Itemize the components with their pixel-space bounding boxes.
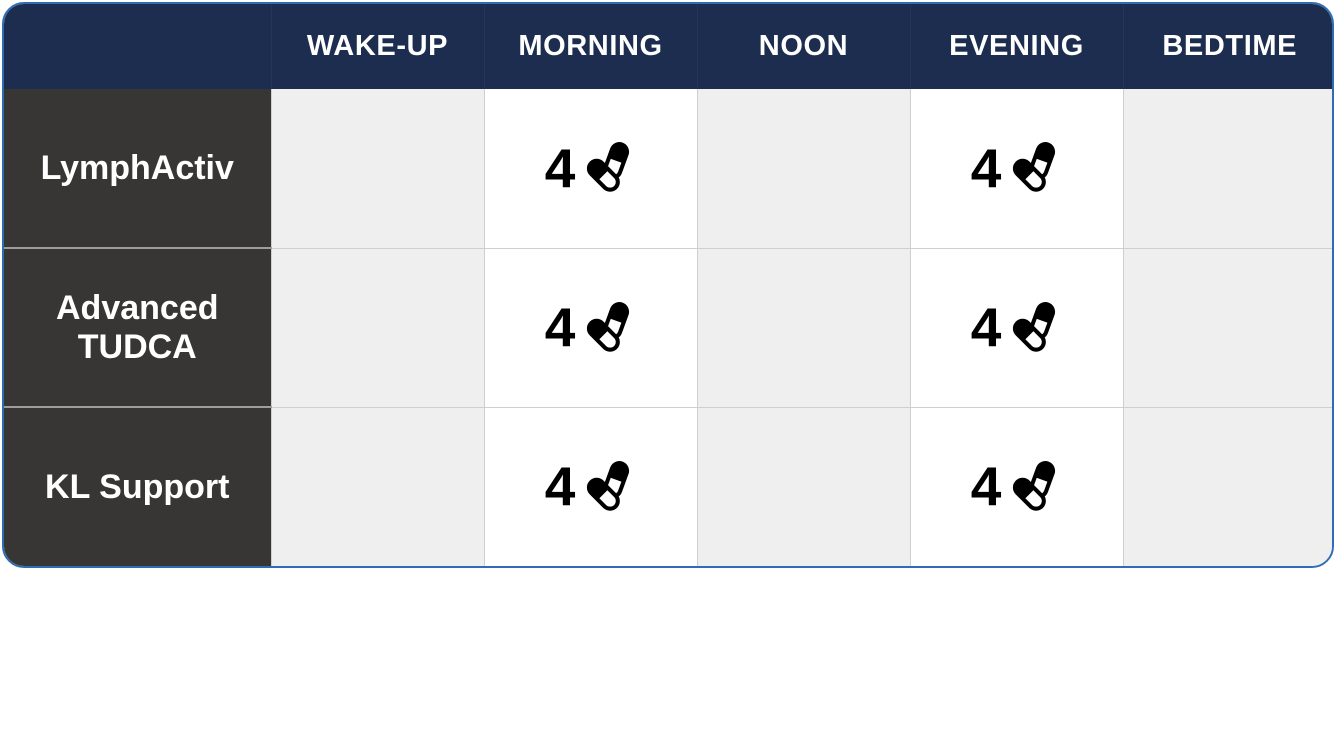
pills-icon bbox=[578, 458, 636, 516]
dose-cell-bedtime[interactable] bbox=[1122, 406, 1332, 566]
table-body: LymphActiv 4 4 Advanced TUDCA 4 4 KL Support 4 4 bbox=[4, 89, 1332, 566]
dose-cell-morning[interactable]: 4 bbox=[483, 89, 697, 248]
dose-cell-evening[interactable]: 4 bbox=[909, 247, 1123, 407]
column-header-morning[interactable]: MORNING bbox=[483, 4, 697, 89]
dose-count: 4 bbox=[970, 136, 1002, 199]
pills-icon bbox=[1013, 301, 1056, 352]
dose-cell-noon[interactable] bbox=[696, 406, 910, 566]
column-header-bedtime[interactable]: BEDTIME bbox=[1122, 4, 1332, 89]
dose-cell-bedtime[interactable] bbox=[1122, 247, 1332, 407]
column-header-evening[interactable]: EVENING bbox=[909, 4, 1123, 89]
supplement-schedule: WAKE-UP MORNING NOON EVENING BEDTIME LymphAc… bbox=[2, 2, 1334, 568]
schedule-table: WAKE-UP MORNING NOON EVENING BEDTIME LymphAc… bbox=[4, 4, 1332, 566]
dose-entry: 4 bbox=[971, 299, 1063, 357]
pills-icon bbox=[578, 299, 636, 357]
dose-entry: 4 bbox=[971, 458, 1063, 516]
pills-icon bbox=[587, 142, 630, 192]
dose-count: 4 bbox=[970, 455, 1002, 518]
table-row: Advanced TUDCA 4 4 bbox=[4, 247, 1332, 407]
dose-entry: 4 bbox=[545, 299, 637, 357]
dose-count: 4 bbox=[544, 136, 576, 199]
dose-cell-wakeup[interactable] bbox=[270, 406, 484, 566]
pills-icon bbox=[1004, 139, 1062, 197]
pills-icon bbox=[587, 460, 630, 511]
pills-icon bbox=[1013, 460, 1056, 511]
supplement-name: Advanced TUDCA bbox=[4, 247, 271, 407]
table-header: WAKE-UP MORNING NOON EVENING BEDTIME bbox=[4, 4, 1332, 89]
dose-count: 4 bbox=[544, 296, 576, 358]
dose-count: 4 bbox=[970, 296, 1002, 358]
dose-cell-noon[interactable] bbox=[696, 247, 910, 407]
supplement-name: KL Support bbox=[4, 406, 271, 566]
dose-entry: 4 bbox=[545, 139, 637, 197]
pills-icon bbox=[1004, 299, 1062, 357]
dose-entry: 4 bbox=[545, 458, 637, 516]
pills-icon bbox=[1004, 458, 1062, 516]
dose-count: 4 bbox=[544, 455, 576, 518]
dose-cell-noon[interactable] bbox=[696, 89, 910, 248]
dose-cell-morning[interactable]: 4 bbox=[483, 247, 697, 407]
dose-cell-bedtime[interactable] bbox=[1122, 89, 1332, 248]
dose-entry: 4 bbox=[971, 139, 1063, 197]
pills-icon bbox=[1013, 142, 1056, 192]
supplement-name: LymphActiv bbox=[4, 89, 271, 248]
dose-cell-wakeup[interactable] bbox=[270, 89, 484, 248]
table-row: KL Support 4 4 bbox=[4, 406, 1332, 566]
column-header-noon[interactable]: NOON bbox=[696, 4, 910, 89]
column-header-wakeup[interactable]: WAKE-UP bbox=[270, 4, 484, 89]
pills-icon bbox=[578, 139, 636, 197]
table-row: LymphActiv 4 4 bbox=[4, 89, 1332, 248]
schedule-card: WAKE-UP MORNING NOON EVENING BEDTIME LymphAc… bbox=[2, 2, 1334, 568]
dose-cell-wakeup[interactable] bbox=[270, 247, 484, 407]
dose-cell-morning[interactable]: 4 bbox=[483, 406, 697, 566]
pills-icon bbox=[587, 301, 630, 352]
dose-cell-evening[interactable]: 4 bbox=[909, 406, 1123, 566]
dose-cell-evening[interactable]: 4 bbox=[909, 89, 1123, 248]
header-row: WAKE-UP MORNING NOON EVENING BEDTIME bbox=[4, 4, 1332, 89]
header-corner-cell bbox=[4, 4, 271, 89]
